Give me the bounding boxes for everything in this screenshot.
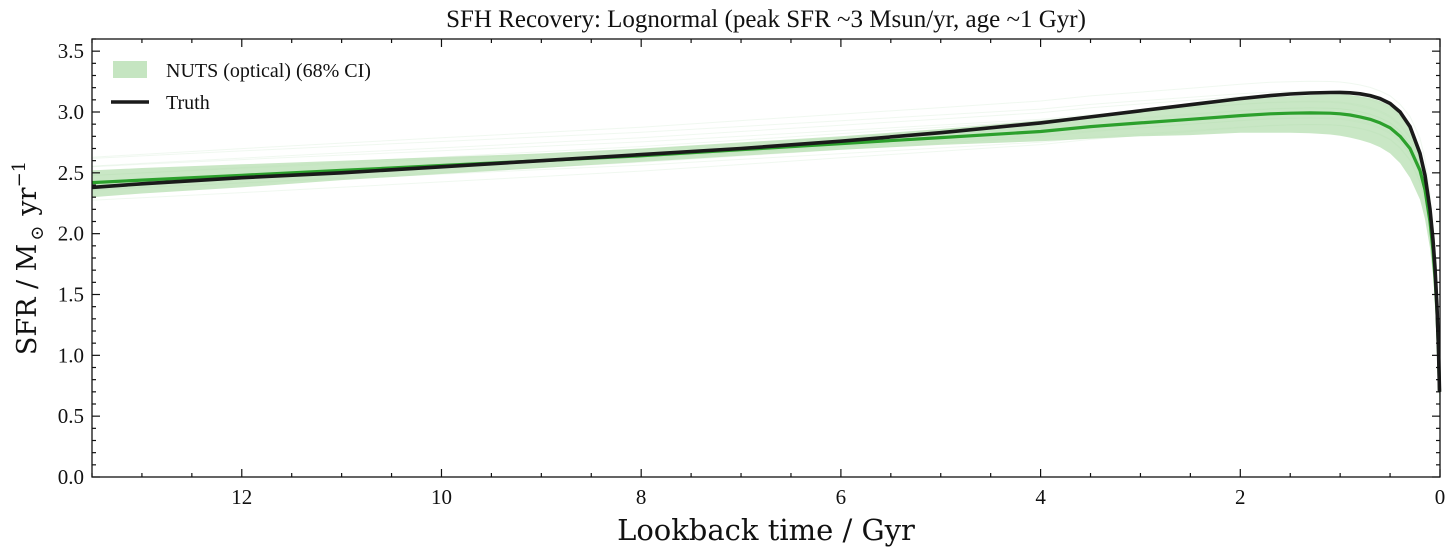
legend-band-label: NUTS (optical) (68% CI) [166, 60, 371, 82]
x-tick-label: 4 [1035, 485, 1046, 509]
x-tick-labels: 12 10 8 6 4 2 0 [231, 485, 1445, 509]
posterior-sample-line [91, 116, 1440, 394]
y-axis-label-main: SFR / M [12, 244, 43, 355]
y-axis-label: SFR / M ⊙ yr−1 [9, 161, 48, 355]
x-tick-label: 6 [836, 485, 847, 509]
y-tick-label: 2.5 [58, 161, 84, 185]
chart-title: SFH Recovery: Lognormal (peak SFR ~3 Msu… [446, 6, 1086, 33]
x-tick-label: 0 [1435, 485, 1446, 509]
x-tick-label: 2 [1235, 485, 1246, 509]
y-tick-label: 3.0 [58, 100, 84, 124]
y-tick-label: 0.0 [58, 465, 84, 489]
ci-band [92, 94, 1440, 411]
y-axis-label-subscript: ⊙ [27, 226, 48, 241]
legend-band-swatch [113, 61, 147, 78]
legend: NUTS (optical) (68% CI) Truth [111, 60, 371, 114]
legend-truth-label: Truth [166, 92, 210, 114]
y-tick-labels: 0.0 0.5 1.0 1.5 2.0 2.5 3.0 3.5 [58, 39, 84, 489]
posterior-sample-line [91, 117, 1440, 394]
x-tick-label: 12 [231, 485, 252, 509]
posterior-sample-line [91, 80, 1440, 383]
x-tick-label: 10 [431, 485, 452, 509]
y-tick-label: 1.0 [58, 343, 84, 367]
y-tick-label: 3.5 [58, 39, 84, 63]
y-tick-label: 2.0 [58, 222, 84, 246]
axis-ticks [91, 38, 1441, 478]
truth-line [91, 90, 1442, 392]
x-axis-label: Lookback time / Gyr [617, 513, 915, 547]
posterior-sample-line [91, 90, 1440, 386]
y-tick-label: 1.5 [58, 283, 84, 307]
y-axis-label-unit: yr [12, 187, 43, 216]
y-tick-label: 0.5 [58, 404, 84, 428]
y-axis-label-exponent: −1 [9, 161, 30, 188]
posterior-sample-line [91, 93, 1440, 387]
x-tick-label: 8 [636, 485, 647, 509]
